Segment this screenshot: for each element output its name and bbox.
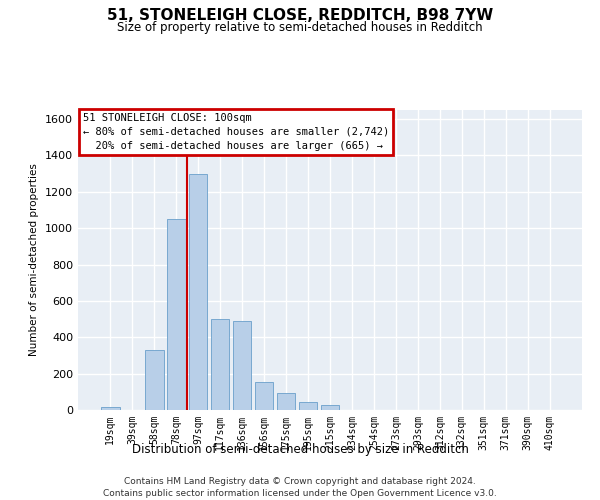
Text: Contains HM Land Registry data © Crown copyright and database right 2024.: Contains HM Land Registry data © Crown c… <box>124 478 476 486</box>
Text: Distribution of semi-detached houses by size in Redditch: Distribution of semi-detached houses by … <box>131 442 469 456</box>
Bar <box>255 382 274 410</box>
Bar <box>167 219 185 410</box>
Y-axis label: Number of semi-detached properties: Number of semi-detached properties <box>29 164 40 356</box>
Bar <box>189 174 208 410</box>
Bar <box>145 350 164 410</box>
Bar <box>277 392 295 410</box>
Bar <box>233 321 251 410</box>
Bar <box>299 402 317 410</box>
Text: Size of property relative to semi-detached houses in Redditch: Size of property relative to semi-detach… <box>117 21 483 34</box>
Text: 51, STONELEIGH CLOSE, REDDITCH, B98 7YW: 51, STONELEIGH CLOSE, REDDITCH, B98 7YW <box>107 8 493 22</box>
Bar <box>101 406 119 410</box>
Text: 51 STONELEIGH CLOSE: 100sqm
← 80% of semi-detached houses are smaller (2,742)
  : 51 STONELEIGH CLOSE: 100sqm ← 80% of sem… <box>83 113 389 151</box>
Bar <box>211 319 229 410</box>
Text: Contains public sector information licensed under the Open Government Licence v3: Contains public sector information licen… <box>103 489 497 498</box>
Bar <box>320 404 340 410</box>
